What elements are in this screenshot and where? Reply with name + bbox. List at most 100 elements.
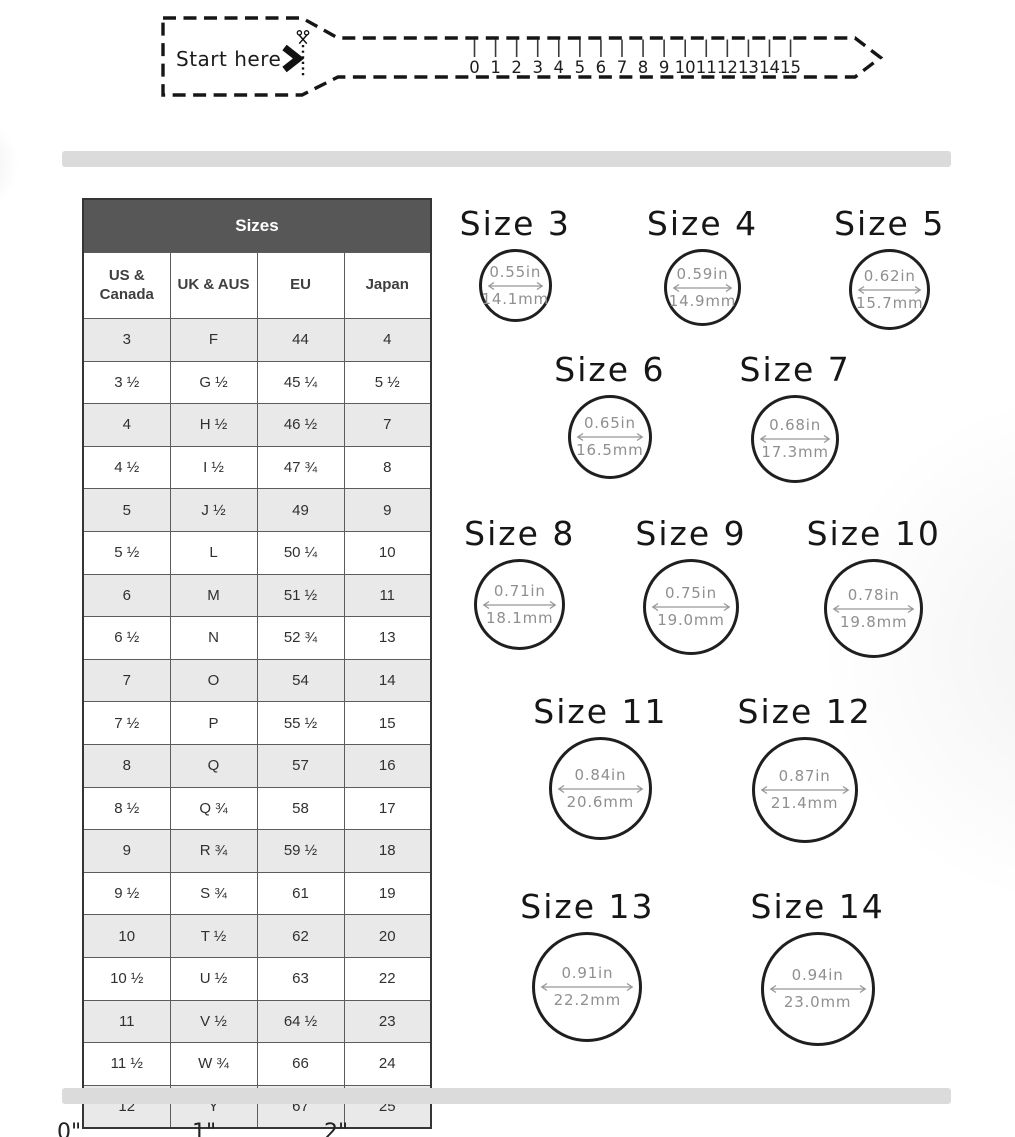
ring-diameter-mm: 23.0mm bbox=[783, 993, 852, 1011]
table-cell: 19 bbox=[343, 871, 432, 916]
table-cell: Q ¾ bbox=[169, 786, 258, 831]
ring-size-title: Size 10 bbox=[806, 514, 941, 553]
ring-diameter-guide: Size 3 0.55in 14.1mm Size 4 0.59in 14.9mm Size… bbox=[450, 0, 955, 1100]
ring-size-group: Size 7 0.68in 17.3mm bbox=[740, 350, 851, 483]
table-cell: 3 ½ bbox=[82, 360, 171, 405]
table-cell: T ½ bbox=[169, 914, 258, 958]
table-row: 3 F 44 4 bbox=[82, 318, 432, 362]
ring-size-title: Size 3 bbox=[459, 204, 571, 243]
ring-size-group: Size 4 0.59in 14.9mm bbox=[647, 204, 758, 326]
table-row: 10 T ½ 62 20 bbox=[82, 914, 432, 958]
table-cell: 7 bbox=[82, 658, 171, 703]
table-cell: 58 bbox=[256, 786, 345, 831]
chevron-icon bbox=[282, 44, 305, 73]
start-here-label: Start here bbox=[176, 47, 282, 71]
ruler-number: 12 bbox=[717, 58, 738, 77]
table-cell: 13 bbox=[343, 616, 432, 660]
table-cell: V ½ bbox=[169, 999, 258, 1044]
table-cell: 7 bbox=[343, 403, 432, 447]
table-cell: 64 ½ bbox=[256, 999, 345, 1044]
table-cell: 7 ½ bbox=[82, 701, 171, 745]
ring-circle: 0.62in 15.7mm bbox=[849, 249, 931, 330]
ring-circle: 0.87in 21.4mm bbox=[751, 737, 858, 843]
table-cell: 4 bbox=[82, 403, 171, 447]
ring-diameter-inches: 0.71in bbox=[493, 581, 546, 600]
table-cell: W ¾ bbox=[169, 1042, 258, 1086]
ring-size-group: Size 8 0.71in 18.1mm bbox=[464, 514, 575, 650]
table-cell: 3 bbox=[82, 318, 171, 362]
diameter-arrow-icon bbox=[482, 600, 557, 609]
diameter-arrow-icon bbox=[672, 283, 733, 292]
ring-size-conversion-table: Sizes US & Canada UK & AUS EU Japan 3 F 44 4 3 … bbox=[82, 198, 432, 1130]
table-column-header: Japan bbox=[343, 252, 432, 319]
table-cell: 11 ½ bbox=[82, 1042, 171, 1086]
ring-size-title: Size 5 bbox=[834, 204, 946, 243]
sizer-ruler: 0 1 2 3 4 5 6 7 8 9 10 11 12 13 14 15 bbox=[469, 39, 801, 77]
table-cell: I ½ bbox=[169, 445, 258, 490]
ruler-number: 1 bbox=[490, 58, 501, 77]
ruler-number: 2 bbox=[511, 58, 522, 77]
table-cell: 59 ½ bbox=[256, 829, 345, 873]
ring-circle: 0.55in 14.1mm bbox=[478, 249, 552, 322]
ruler-number: 15 bbox=[780, 58, 801, 77]
table-row: 8 Q 57 16 bbox=[82, 743, 432, 788]
bottom-ruler-label: 1" bbox=[192, 1120, 217, 1137]
table-cell: F bbox=[169, 318, 258, 362]
ruler-number: 7 bbox=[617, 58, 628, 77]
table-column-header: UK & AUS bbox=[169, 252, 258, 319]
ring-diameter-mm: 14.9mm bbox=[668, 291, 737, 310]
table-cell: 63 bbox=[256, 956, 345, 1001]
diameter-arrow-icon bbox=[487, 281, 544, 290]
ring-diameter-mm: 19.0mm bbox=[657, 611, 725, 629]
table-row: 11 V ½ 64 ½ 23 bbox=[82, 999, 432, 1044]
ring-size-group: Size 14 0.94in 23.0mm bbox=[751, 887, 885, 1046]
ring-sizer-outline bbox=[161, 16, 884, 97]
ring-size-title: Size 4 bbox=[646, 204, 759, 243]
ring-diameter-inches: 0.62in bbox=[863, 266, 916, 285]
ring-diameter-mm: 16.5mm bbox=[576, 441, 644, 459]
diameter-arrow-icon bbox=[760, 785, 849, 795]
ring-circle: 0.78in 19.8mm bbox=[824, 559, 924, 658]
table-cell: R ¾ bbox=[169, 829, 258, 873]
table-column-header: US & Canada bbox=[82, 252, 171, 319]
ruler-number: 6 bbox=[596, 58, 607, 77]
table-cell: 11 bbox=[82, 999, 171, 1044]
table-cell: 8 bbox=[343, 445, 432, 490]
table-cell: O bbox=[169, 658, 258, 703]
table-cell: 18 bbox=[343, 829, 432, 873]
ring-size-title: Size 14 bbox=[750, 887, 885, 926]
ring-size-title: Size 9 bbox=[635, 514, 747, 553]
table-row: 6 ½ N 52 ¾ 13 bbox=[82, 616, 432, 660]
ruler-number: 14 bbox=[759, 58, 780, 77]
table-cell: J ½ bbox=[169, 488, 258, 532]
ring-circle: 0.94in 23.0mm bbox=[760, 932, 875, 1046]
ring-diameter-inches: 0.65in bbox=[583, 414, 636, 432]
ruler-number: 11 bbox=[696, 58, 717, 77]
ruler-number: 5 bbox=[575, 58, 586, 77]
ring-diameter-inches: 0.84in bbox=[574, 765, 627, 784]
table-cell: 9 ½ bbox=[82, 871, 171, 916]
table-cell: 57 bbox=[256, 743, 345, 788]
table-cell: 4 ½ bbox=[82, 445, 171, 490]
top-divider-bar bbox=[62, 151, 951, 167]
table-title-row: Sizes bbox=[82, 198, 432, 253]
table-cell: 5 ½ bbox=[82, 530, 171, 575]
table-cell: 24 bbox=[343, 1042, 432, 1086]
table-cell: 51 ½ bbox=[256, 573, 345, 618]
table-cell: 54 bbox=[256, 658, 345, 703]
ring-diameter-inches: 0.55in bbox=[489, 262, 542, 281]
ring-size-title: Size 6 bbox=[554, 350, 666, 389]
ring-circle: 0.68in 17.3mm bbox=[751, 395, 840, 483]
ring-diameter-mm: 14.1mm bbox=[481, 289, 549, 308]
table-cell: M bbox=[169, 573, 258, 618]
ring-diameter-inches: 0.87in bbox=[778, 767, 831, 785]
ring-size-row: Size 6 0.65in 16.5mm Size 7 0.68in 17.3mm bbox=[450, 350, 955, 483]
table-cell: 5 ½ bbox=[343, 360, 432, 405]
table-cell: 8 bbox=[82, 743, 171, 788]
ring-diameter-mm: 19.8mm bbox=[840, 612, 908, 631]
